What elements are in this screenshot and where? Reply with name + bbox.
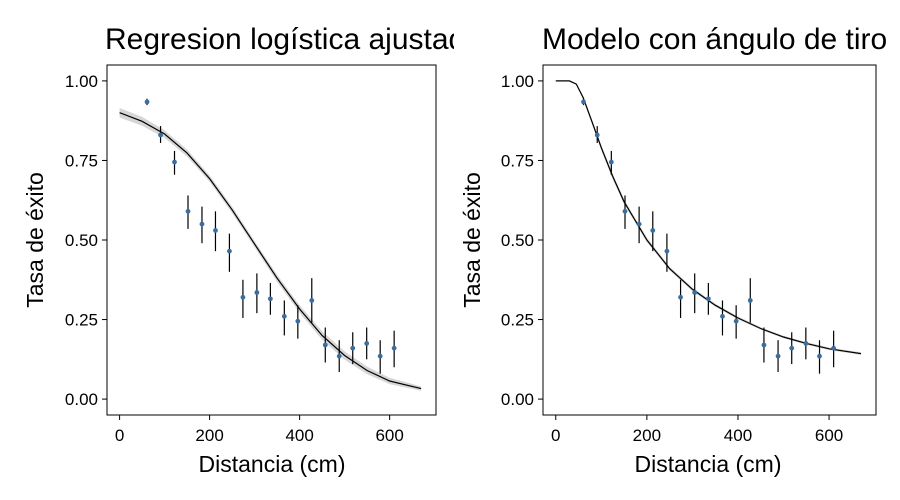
data-point (747, 298, 753, 303)
data-point (281, 313, 287, 319)
data-point (267, 296, 273, 302)
y-tick-label: 1.00 (65, 72, 98, 91)
data-point (608, 159, 614, 165)
data-point (185, 208, 191, 214)
panel-1-y-axis-title: Tasa de éxito (22, 172, 48, 308)
panel-1-plot: 0 200 400 600 0.00 0.25 0.50 0.75 1.00 (65, 64, 437, 445)
data-point (594, 132, 600, 138)
data-point (650, 228, 656, 233)
data-point (831, 345, 837, 351)
y-tick-label: 0.75 (501, 151, 534, 170)
data-point (172, 159, 177, 165)
x-tick-label: 0 (115, 426, 124, 445)
data-point (391, 345, 397, 351)
y-tick-label: 0.75 (65, 151, 98, 170)
data-point (678, 294, 683, 300)
y-tick-label: 0.50 (65, 231, 98, 250)
data-point (309, 298, 315, 303)
data-point (199, 221, 205, 227)
data-point (364, 341, 370, 346)
fit-confidence-band (119, 108, 422, 391)
x-tick-label: 400 (724, 426, 752, 445)
panel-1: Regresion logística ajustada 0 200 400 6000… (22, 23, 482, 477)
panel-2-title: Modelo con ángulo de tiro (542, 23, 887, 56)
y-tick-label: 0.00 (65, 390, 98, 409)
y-tick-label: 0.25 (65, 311, 98, 330)
data-point (720, 313, 725, 319)
x-tick-label: 600 (815, 426, 843, 445)
panel-2-x-axis-title: Distancia (cm) (635, 451, 782, 477)
panel-2-y-axis-title: Tasa de éxito (459, 172, 485, 308)
x-tick-label: 200 (195, 426, 223, 445)
data-point (295, 318, 301, 324)
data-point (692, 290, 698, 295)
data-point (322, 342, 328, 348)
data-point (636, 221, 642, 227)
data-point (158, 132, 163, 138)
data-point (254, 290, 260, 295)
data-point (336, 353, 342, 359)
data-point (733, 318, 739, 324)
data-point (240, 294, 246, 300)
x-tick-label: 200 (633, 426, 661, 445)
data-point (775, 353, 781, 359)
panel-1-title: Regresion logística ajustada (105, 23, 482, 56)
panel-2-plot: 0 200 400 600 0.00 0.25 0.50 0.75 1.00 (501, 64, 877, 445)
x-tick-label: 600 (375, 426, 403, 445)
data-point (213, 228, 218, 233)
fit-curve (555, 80, 862, 355)
data-point (227, 248, 232, 254)
data-point (817, 353, 822, 359)
data-point (350, 345, 356, 351)
y-tick-label: 0.00 (501, 390, 534, 409)
y-tick-label: 0.50 (501, 231, 534, 250)
data-point (803, 341, 809, 346)
data-point (622, 208, 628, 214)
plot-border (542, 64, 877, 416)
data-point (761, 342, 767, 348)
data-point (144, 99, 150, 105)
panel-2: Modelo con ángulo de tiro 0 200 400 600 0.00… (459, 23, 887, 477)
data-point (664, 248, 670, 254)
data-point (581, 99, 586, 105)
fit-curve (119, 112, 422, 390)
data-point (705, 296, 711, 302)
y-tick-label: 0.25 (501, 311, 534, 330)
panel-1-x-axis-title: Distancia (cm) (199, 451, 346, 477)
plot-border (106, 64, 437, 416)
data-point (789, 345, 795, 351)
data-point (377, 353, 383, 359)
x-tick-label: 0 (551, 426, 560, 445)
x-tick-label: 400 (285, 426, 313, 445)
y-tick-label: 1.00 (501, 72, 534, 91)
